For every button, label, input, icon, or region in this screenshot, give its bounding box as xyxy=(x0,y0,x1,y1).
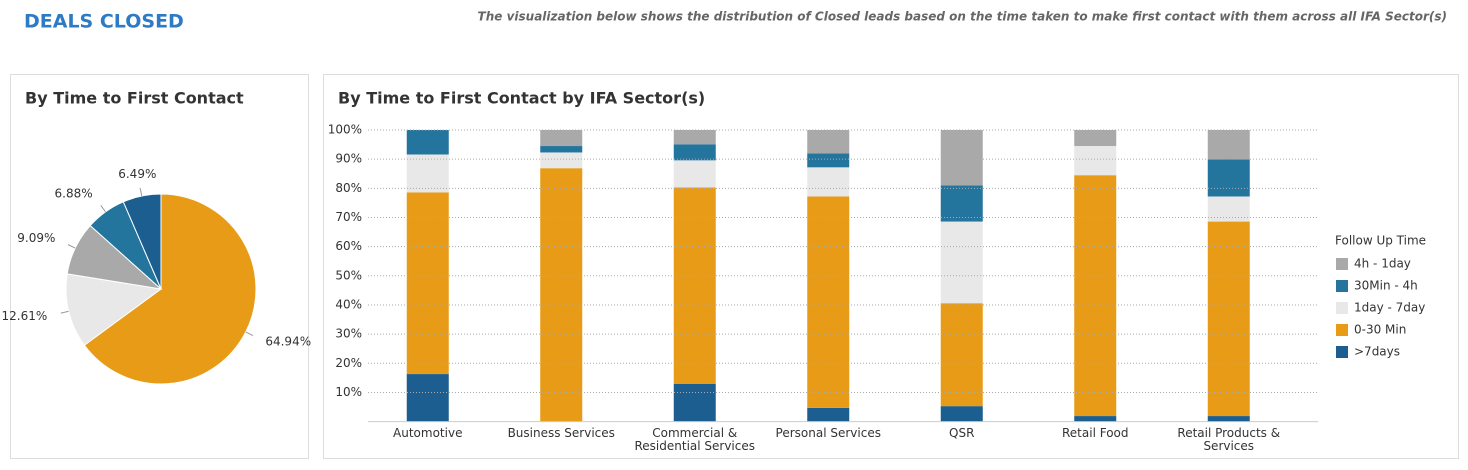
bar-segment xyxy=(807,130,850,154)
legend-label: 1day - 7day xyxy=(1354,301,1425,315)
y-tick-label: 100% xyxy=(328,123,362,137)
bar-segment xyxy=(540,168,583,422)
y-tick-label: 60% xyxy=(335,239,362,253)
bar-segment xyxy=(807,196,850,408)
slice-label: 64.94% xyxy=(265,334,311,348)
bar-segment xyxy=(1074,416,1117,422)
bar-segment xyxy=(940,221,983,304)
x-tick-label: Commercial & Residential Services xyxy=(634,426,755,453)
label-leader xyxy=(60,310,69,314)
bar-segment xyxy=(940,406,983,422)
slice-label: 6.88% xyxy=(55,187,93,201)
label-leader xyxy=(100,205,106,213)
x-tick-label: Personal Services xyxy=(776,426,881,440)
pie-title: By Time to First Contact xyxy=(25,89,244,108)
page-title: DEALS CLOSED xyxy=(24,11,184,33)
bar-segment xyxy=(406,130,449,155)
x-tick-label: Automotive xyxy=(393,426,462,440)
bar-segment xyxy=(1207,130,1250,160)
page-subtitle: The visualization below shows the distri… xyxy=(478,10,1447,24)
bar-segment xyxy=(540,146,583,153)
legend-swatch xyxy=(1336,346,1348,358)
bar-title: By Time to First Contact by IFA Sector(s… xyxy=(338,89,705,108)
legend-label: 30Min - 4h xyxy=(1354,279,1418,293)
y-tick-label: 10% xyxy=(335,385,362,399)
x-tick-label: Retail Food xyxy=(1062,426,1129,440)
bar-segment xyxy=(940,130,983,186)
bar-segment xyxy=(1207,221,1250,417)
y-tick-label: 20% xyxy=(335,356,362,370)
y-tick-label: 90% xyxy=(335,152,362,166)
legend-swatch xyxy=(1336,302,1348,314)
bar-segment xyxy=(406,192,449,375)
x-tick-label: Business Services xyxy=(508,426,615,440)
label-leader xyxy=(139,188,143,197)
bar-segment xyxy=(940,185,983,222)
legend-label: 0-30 Min xyxy=(1354,323,1406,337)
bar-panel xyxy=(323,74,1459,459)
label-leader xyxy=(245,331,254,337)
bar-segment xyxy=(673,160,716,188)
bar-segment xyxy=(1074,146,1117,176)
legend-title: Follow Up Time xyxy=(1335,234,1426,248)
legend-swatch xyxy=(1336,324,1348,336)
legend-swatch xyxy=(1336,258,1348,270)
legend-label: 4h - 1day xyxy=(1354,257,1411,271)
bar-segment xyxy=(673,144,716,161)
bar-segment xyxy=(406,154,449,193)
bar-segment xyxy=(1207,159,1250,197)
slice-label: 9.09% xyxy=(17,231,55,245)
bar-segment xyxy=(807,167,850,197)
y-tick-label: 40% xyxy=(335,297,362,311)
slice-label: 6.49% xyxy=(118,167,156,181)
y-tick-label: 80% xyxy=(335,181,362,195)
pie-slice xyxy=(65,273,163,346)
bar-segment xyxy=(1074,175,1117,417)
bar-segment xyxy=(673,130,716,145)
bar-segment xyxy=(807,407,850,422)
x-tick-label: QSR xyxy=(949,426,974,440)
y-tick-label: 30% xyxy=(335,327,362,341)
bar-segment xyxy=(673,383,716,422)
slice-label: 12.61% xyxy=(1,309,47,323)
pie-slice xyxy=(122,193,162,290)
bar-segment xyxy=(540,152,583,169)
legend-label: >7days xyxy=(1354,345,1400,359)
bar-segment xyxy=(406,374,449,422)
bar-segment xyxy=(1207,416,1250,422)
bar-segment xyxy=(807,153,850,168)
bar-plot: Automotive Business Services Commercial & R… xyxy=(393,130,1280,453)
label-leader xyxy=(67,244,76,249)
x-tick-label: Retail Products & Services xyxy=(1177,426,1280,453)
bar-segment xyxy=(540,130,583,147)
bar-segment xyxy=(940,303,983,407)
y-tick-label: 50% xyxy=(335,268,362,282)
bar-segment xyxy=(673,187,716,384)
bar-segment xyxy=(1074,130,1117,147)
y-tick-label: 70% xyxy=(335,210,362,224)
legend-swatch xyxy=(1336,280,1348,292)
